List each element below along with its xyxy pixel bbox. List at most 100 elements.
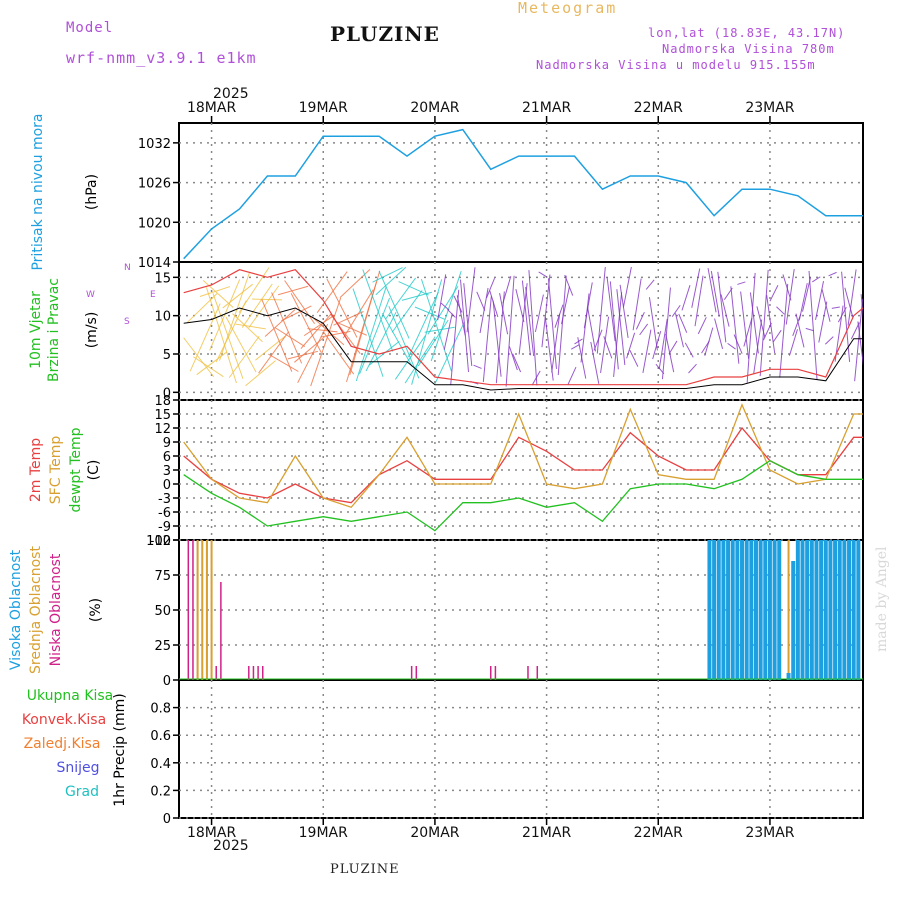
- wind-barb: [728, 343, 736, 349]
- cloud-bar: [717, 540, 721, 680]
- cloud-bar: [814, 540, 818, 680]
- wind-label-1: 10m Vjetar: [28, 291, 44, 369]
- y-tick-label: 1014: [138, 256, 171, 271]
- x-tick-label-bottom: 19MAR: [299, 825, 348, 841]
- y-tick-label: 12: [154, 422, 171, 437]
- cloud-bar: [856, 540, 860, 680]
- wind-barb: [737, 282, 745, 284]
- cloud-bar: [262, 666, 264, 680]
- x-tick-label-top: 21MAR: [522, 100, 571, 116]
- cloud-bar: [810, 540, 814, 680]
- cloud-bar: [731, 540, 735, 680]
- cloud-bar: [759, 540, 763, 680]
- cloud-label-2: Srednja Oblacnost: [28, 546, 44, 674]
- wind-barb: [734, 335, 742, 354]
- cloud-bar: [852, 540, 856, 680]
- wind-barb: [705, 328, 713, 356]
- wind-barb: [555, 305, 563, 328]
- precip-legend-item: Ukupna Kisa: [27, 688, 114, 704]
- cloud-bar: [777, 540, 781, 680]
- cloud-label-1: Visoka Oblacnost: [8, 549, 24, 670]
- wind-barb: [698, 317, 706, 334]
- cloud-bar: [537, 666, 539, 680]
- y-tick-label: 0: [163, 478, 171, 493]
- wind-barb: [581, 293, 589, 362]
- wind-barb: [842, 272, 850, 362]
- compass-n: N: [124, 263, 131, 273]
- wind-barb: [571, 345, 579, 349]
- wind-barb: [539, 272, 547, 277]
- y-tick-label: 1020: [138, 216, 171, 231]
- wind-barb: [767, 295, 775, 353]
- wind-barb: [770, 285, 778, 301]
- cloud-bar: [712, 540, 716, 680]
- wind-barb: [806, 328, 814, 330]
- cloud-bar: [721, 540, 725, 680]
- y-tick-label: 0: [163, 812, 171, 827]
- panel-frame: [179, 680, 863, 818]
- temp-unit: (C): [86, 460, 102, 481]
- wind-barb: [773, 330, 781, 342]
- y-tick-label: -9: [158, 520, 171, 535]
- wind-barb: [682, 285, 690, 310]
- cloud-bar: [842, 540, 846, 680]
- wind-barb: [311, 298, 341, 386]
- cloud-bar: [527, 666, 529, 680]
- wind-barb: [246, 361, 276, 386]
- wind-barb: [568, 367, 576, 384]
- cloud-bar: [416, 666, 418, 680]
- pressure-label: Pritisak na nivou mora: [30, 113, 46, 270]
- x-tick-label-top: 23MAR: [745, 100, 794, 116]
- wind-barb: [715, 318, 723, 348]
- cloud-bar: [735, 540, 739, 680]
- cloud-bar: [805, 540, 809, 680]
- cloud-bar: [788, 540, 790, 680]
- y-tick-label: 75: [154, 569, 171, 584]
- y-tick-label: 0.6: [150, 729, 171, 744]
- y-tick-label: 1032: [138, 137, 171, 152]
- cloud-bar: [824, 540, 828, 680]
- wind-barb: [197, 352, 227, 375]
- wind-barb: [382, 313, 412, 367]
- wind-barb: [640, 324, 648, 335]
- wind-barb: [829, 272, 837, 275]
- cloud-bar: [847, 540, 851, 680]
- y-tick-label: 9: [163, 436, 171, 451]
- cloud-bar: [763, 540, 767, 680]
- y-tick-label: 0: [163, 674, 171, 689]
- cloud-bar: [490, 666, 492, 680]
- wind-barb: [731, 286, 739, 363]
- cloud-bar: [257, 666, 259, 680]
- wind-barb: [353, 289, 383, 377]
- wind-barb: [662, 288, 670, 380]
- wind-barb: [467, 267, 475, 332]
- wind-barb: [649, 297, 657, 350]
- wind-barb: [480, 288, 488, 333]
- wind-barb: [242, 284, 272, 328]
- cloud-bar: [801, 540, 805, 680]
- cloud-bar: [726, 540, 730, 680]
- y-tick-label: -6: [158, 506, 171, 521]
- x-tick-label-bottom: 21MAR: [522, 825, 571, 841]
- wind-barb: [252, 299, 282, 300]
- cloud-bar: [707, 540, 711, 680]
- y-tick-label: 18: [154, 394, 171, 409]
- precip-legend-item: Snijeg: [56, 760, 99, 776]
- wind-barb: [187, 294, 217, 323]
- cloud-bar: [206, 540, 208, 680]
- cloud-bar: [749, 540, 753, 680]
- y-tick-label: 15: [154, 408, 171, 423]
- cloud-bar: [188, 540, 190, 680]
- compass-w: W: [86, 290, 95, 300]
- wind-barb: [695, 276, 703, 326]
- x-tick-label-top: 20MAR: [410, 100, 459, 116]
- wind-label-2: Brzina i Pravac: [46, 278, 62, 382]
- wind-barb: [317, 272, 347, 313]
- y-tick-label: 0.4: [150, 757, 171, 772]
- cloud-bar: [215, 666, 217, 680]
- x-tick-label-top: 19MAR: [299, 100, 348, 116]
- y-tick-label: 6: [163, 450, 171, 465]
- wind-barb: [477, 292, 485, 311]
- cloud-bar: [773, 540, 777, 680]
- cloud-bar: [791, 561, 795, 680]
